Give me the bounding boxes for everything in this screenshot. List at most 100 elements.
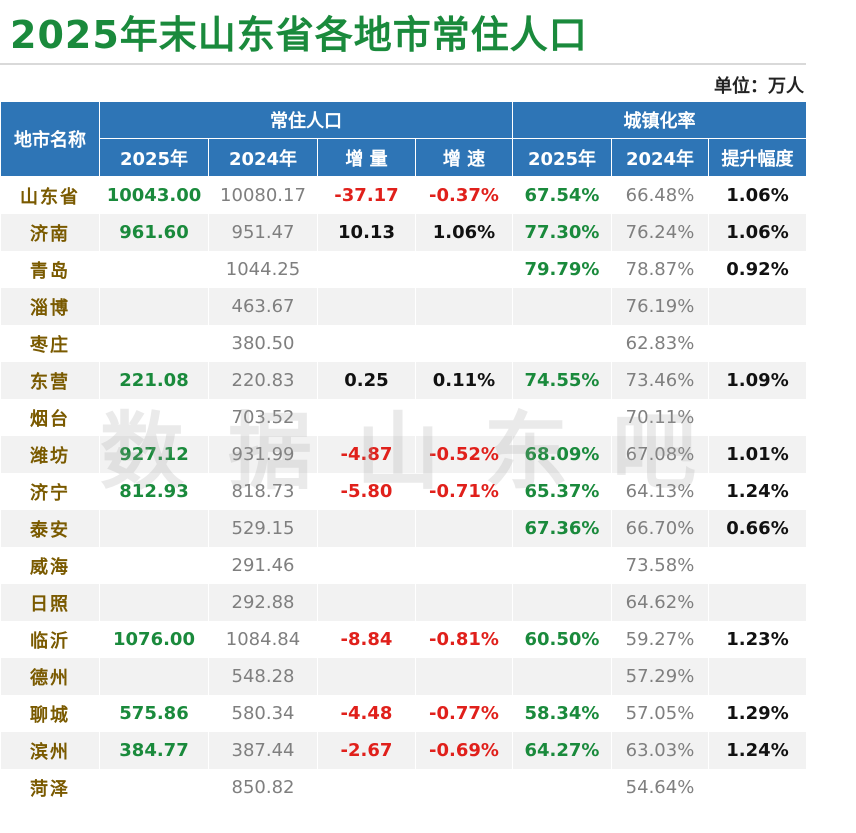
growth-cell: -0.52% bbox=[415, 436, 513, 473]
table-row: 济南 961.60 951.47 10.13 1.06% 77.30% 76.24% 1.06… bbox=[0, 214, 808, 251]
urban-2025-cell: 67.54% bbox=[512, 176, 612, 214]
change-cell bbox=[317, 658, 416, 695]
growth-cell bbox=[415, 288, 513, 325]
table-row: 济宁 812.93 818.73 -5.80 -0.71% 65.37% 64.13% 1.2… bbox=[0, 473, 808, 510]
urban-2024-cell: 78.87% bbox=[611, 251, 709, 288]
city-name-cell: 烟台 bbox=[0, 399, 100, 436]
increase-cell: 1.24% bbox=[707, 732, 808, 769]
page-title: 2025年末山东省各地市常住人口 bbox=[10, 13, 588, 57]
increase-cell: 1.24% bbox=[707, 473, 808, 510]
header-urban-2024: 2024年 bbox=[611, 138, 709, 177]
urban-2025-cell bbox=[512, 288, 612, 325]
title-divider bbox=[0, 63, 806, 65]
urban-2025-cell bbox=[512, 769, 612, 806]
urban-2024-cell: 76.19% bbox=[611, 288, 709, 325]
urban-2024-cell: 67.08% bbox=[611, 436, 709, 473]
pop-2024-cell: 220.83 bbox=[208, 362, 318, 399]
urban-2025-cell bbox=[512, 547, 612, 584]
pop-2025-cell bbox=[99, 769, 209, 806]
change-cell: -2.67 bbox=[317, 732, 416, 769]
header-pop-2024: 2024年 bbox=[208, 138, 318, 177]
city-name-cell: 临沂 bbox=[0, 621, 100, 658]
change-cell: -4.48 bbox=[317, 695, 416, 732]
pop-2025-cell bbox=[99, 547, 209, 584]
table-row: 滨州 384.77 387.44 -2.67 -0.69% 64.27% 63.03% 1.2… bbox=[0, 732, 808, 769]
growth-cell bbox=[415, 399, 513, 436]
city-name-cell: 潍坊 bbox=[0, 436, 100, 473]
urban-2025-cell: 77.30% bbox=[512, 214, 612, 251]
change-cell bbox=[317, 547, 416, 584]
urban-2025-cell bbox=[512, 399, 612, 436]
growth-cell bbox=[415, 251, 513, 288]
pop-2024-cell: 580.34 bbox=[208, 695, 318, 732]
urban-2025-cell bbox=[512, 658, 612, 695]
increase-cell: 0.92% bbox=[707, 251, 808, 288]
urban-2025-cell bbox=[512, 584, 612, 621]
table-row: 淄博 463.67 76.19% bbox=[0, 288, 808, 325]
change-cell bbox=[317, 288, 416, 325]
city-name-cell: 泰安 bbox=[0, 510, 100, 547]
urban-2024-cell: 63.03% bbox=[611, 732, 709, 769]
table-row: 临沂 1076.00 1084.84 -8.84 -0.81% 60.50% 59.27% 1… bbox=[0, 621, 808, 658]
header-urbanization-group: 城镇化率 bbox=[511, 101, 808, 139]
table-row: 聊城 575.86 580.34 -4.48 -0.77% 58.34% 57.05% 1.2… bbox=[0, 695, 808, 732]
increase-cell bbox=[707, 547, 808, 584]
header-population-group: 常住人口 bbox=[99, 101, 513, 139]
pop-2024-cell: 548.28 bbox=[208, 658, 318, 695]
urban-2024-cell: 64.62% bbox=[611, 584, 709, 621]
change-cell: -5.80 bbox=[317, 473, 416, 510]
city-name-cell: 德州 bbox=[0, 658, 100, 695]
growth-cell bbox=[415, 547, 513, 584]
pop-2025-cell bbox=[99, 658, 209, 695]
change-cell bbox=[317, 251, 416, 288]
growth-cell bbox=[415, 769, 513, 806]
table-row: 青岛 1044.25 79.79% 78.87% 0.92% bbox=[0, 251, 808, 288]
pop-2025-cell bbox=[99, 584, 209, 621]
increase-cell: 1.06% bbox=[707, 214, 808, 251]
city-name-cell: 济宁 bbox=[0, 473, 100, 510]
change-cell: 0.25 bbox=[317, 362, 416, 399]
pop-2025-cell: 384.77 bbox=[99, 732, 209, 769]
growth-cell: -0.71% bbox=[415, 473, 513, 510]
change-cell bbox=[317, 510, 416, 547]
change-cell bbox=[317, 584, 416, 621]
increase-cell: 1.09% bbox=[707, 362, 808, 399]
growth-cell bbox=[415, 658, 513, 695]
change-cell: 10.13 bbox=[317, 214, 416, 251]
growth-cell bbox=[415, 325, 513, 362]
urban-2024-cell: 73.46% bbox=[611, 362, 709, 399]
header-increase: 提升幅度 bbox=[707, 138, 808, 177]
pop-2025-cell: 10043.00 bbox=[99, 176, 209, 214]
table-row: 日照 292.88 64.62% bbox=[0, 584, 808, 621]
urban-2024-cell: 73.58% bbox=[611, 547, 709, 584]
city-name-cell: 日照 bbox=[0, 584, 100, 621]
table-row: 德州 548.28 57.29% bbox=[0, 658, 808, 695]
change-cell bbox=[317, 769, 416, 806]
urban-2024-cell: 64.13% bbox=[611, 473, 709, 510]
pop-2024-cell: 931.99 bbox=[208, 436, 318, 473]
increase-cell bbox=[707, 769, 808, 806]
increase-cell: 1.29% bbox=[707, 695, 808, 732]
urban-2024-cell: 66.48% bbox=[611, 176, 709, 214]
pop-2024-cell: 463.67 bbox=[208, 288, 318, 325]
growth-cell: -0.69% bbox=[415, 732, 513, 769]
city-name-cell: 威海 bbox=[0, 547, 100, 584]
pop-2024-cell: 1084.84 bbox=[208, 621, 318, 658]
urban-2024-cell: 54.64% bbox=[611, 769, 709, 806]
increase-cell bbox=[707, 584, 808, 621]
pop-2025-cell: 927.12 bbox=[99, 436, 209, 473]
urban-2025-cell: 68.09% bbox=[512, 436, 612, 473]
city-name-cell: 滨州 bbox=[0, 732, 100, 769]
table-row: 枣庄 380.50 62.83% bbox=[0, 325, 808, 362]
pop-2025-cell bbox=[99, 399, 209, 436]
increase-cell bbox=[707, 325, 808, 362]
growth-cell bbox=[415, 584, 513, 621]
urban-2024-cell: 57.05% bbox=[611, 695, 709, 732]
city-name-cell: 菏泽 bbox=[0, 769, 100, 806]
urban-2025-cell: 58.34% bbox=[512, 695, 612, 732]
urban-2024-cell: 70.11% bbox=[611, 399, 709, 436]
growth-cell: -0.81% bbox=[415, 621, 513, 658]
header-change: 增 量 bbox=[317, 138, 416, 177]
urban-2025-cell bbox=[512, 325, 612, 362]
urban-2025-cell: 64.27% bbox=[512, 732, 612, 769]
